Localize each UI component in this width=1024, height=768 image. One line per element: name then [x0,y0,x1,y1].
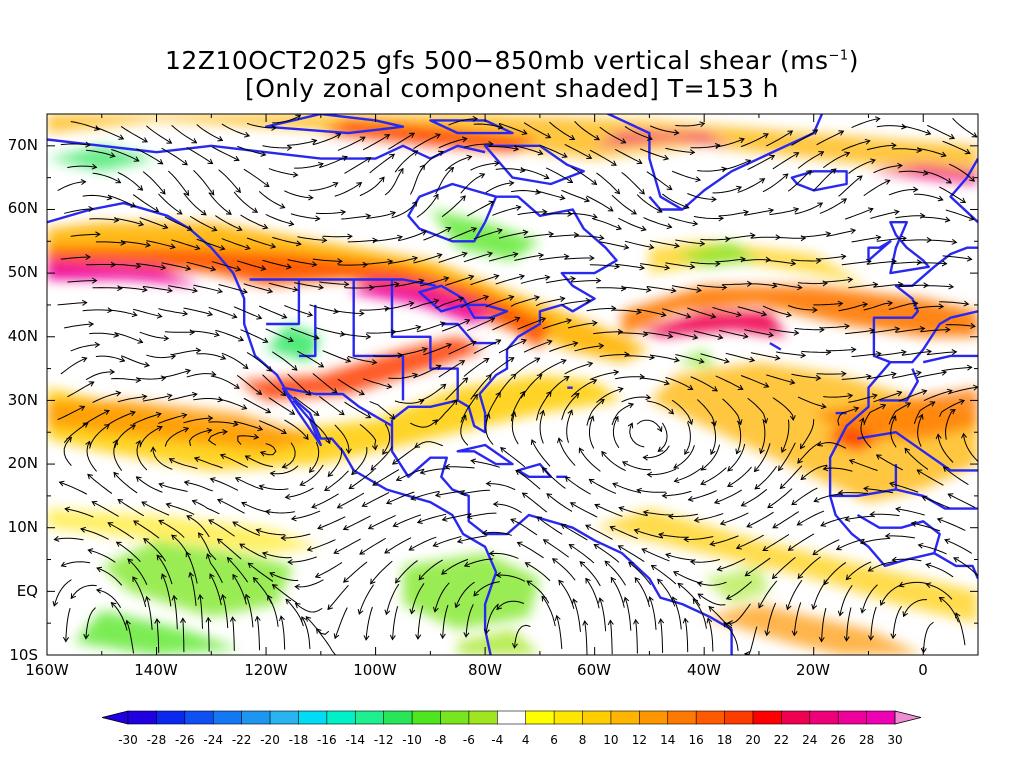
colorbar-tick-label: 22 [773,733,789,747]
streamlines [52,114,978,655]
map-frame [46,113,979,656]
colorbar-swatch [326,710,356,725]
colorbar-swatch [127,710,158,725]
lat-label-eq: EQ [16,582,38,600]
chart-title-line2: [Only zonal component shaded] T=153 h [244,74,780,103]
lat-label-50n: 50N [7,263,38,281]
colorbar-tick-label: 18 [716,733,733,747]
colorbar-tick-label: 26 [830,733,846,747]
colorbar-swatch [610,710,640,725]
colorbar-left-arrow [101,710,129,725]
shear-shading [47,114,978,655]
colorbar-swatch [667,710,697,725]
colorbar-swatch [752,710,782,725]
colorbar-swatch [525,710,555,725]
colorbar-swatch [269,710,300,725]
lat-label-10n: 10N [7,518,38,536]
colorbar-swatch [809,710,839,725]
colorbar-tick-label: -6 [462,733,475,747]
colorbar-swatch [553,710,584,725]
colorbar-swatch [212,710,243,725]
colorbar-tick-label: -24 [203,733,224,747]
colorbar-tick-label: 24 [802,733,818,747]
lon-label-120w: 120W [244,661,288,679]
colorbar-swatch [582,710,612,725]
colorbar-tick-label: -4 [491,733,504,747]
lon-label-160w: 160W [25,661,69,679]
lat-label-40n: 40N [7,327,38,345]
lon-label-40w: 40W [687,661,721,679]
colorbar-tick-label: -12 [373,733,394,747]
lon-label-140w: 140W [134,661,178,679]
colorbar-swatch [866,710,896,725]
colorbar-tick-label: -14 [345,733,366,747]
coastlines [47,114,978,655]
colorbar-tick-label: -16 [317,733,337,747]
colorbar-tick-label: -26 [175,733,195,747]
colorbar-swatch [383,710,413,725]
colorbar-tick-label: 6 [550,733,558,747]
colorbar-swatch [781,710,811,725]
colorbar [101,710,922,725]
lat-label-70n: 70N [7,136,38,154]
colorbar-right-arrow [894,710,922,725]
lat-label-20n: 20N [7,454,38,472]
chart-title-line1: 12Z10OCT2025 gfs 500−850mb vertical shea… [165,46,859,75]
lat-label-60n: 60N [7,199,38,217]
colorbar-swatch [496,710,527,725]
map-area [47,114,978,655]
colorbar-swatch [639,710,669,725]
colorbar-tick-label: -18 [288,733,309,747]
colorbar-swatch [354,710,385,725]
colorbar-swatch [298,710,328,725]
colorbar-tick-label: 16 [688,733,704,747]
colorbar-tick-label: -8 [434,733,447,747]
axis-ticks [46,113,979,656]
lon-label-20w: 20W [796,661,830,679]
colorbar-tick-label: 20 [745,733,761,747]
colorbar-swatch [411,710,442,725]
colorbar-tick-label: -30 [118,733,138,747]
colorbar-swatch [156,710,186,725]
lat-label-30n: 30N [7,391,38,409]
colorbar-tick-label: 28 [858,733,875,747]
colorbar-tick-label: -22 [231,733,252,747]
colorbar-swatch [695,710,726,725]
colorbar-tick-label: 14 [660,733,676,747]
lat-label-10s: 10S [9,646,38,664]
colorbar-swatch [241,710,271,725]
colorbar-tick-label: 30 [887,733,903,747]
colorbar-tick-label: 8 [578,733,587,747]
colorbar-swatch [837,710,868,725]
colorbar-tick-label: -28 [146,733,167,747]
colorbar-tick-label: -10 [402,733,422,747]
colorbar-swatch [184,710,214,725]
colorbar-tick-label: 12 [631,733,647,747]
colorbar-swatch [468,710,498,725]
lon-label-0: 0 [918,661,928,679]
colorbar-swatch [440,710,470,725]
colorbar-tick-label: -20 [260,733,280,747]
colorbar-tick-label: 10 [603,733,619,747]
lon-label-100w: 100W [353,661,397,679]
colorbar-swatch [724,710,754,725]
lon-label-60w: 60W [577,661,611,679]
lon-label-80w: 80W [468,661,502,679]
colorbar-tick-label: 4 [521,733,530,747]
